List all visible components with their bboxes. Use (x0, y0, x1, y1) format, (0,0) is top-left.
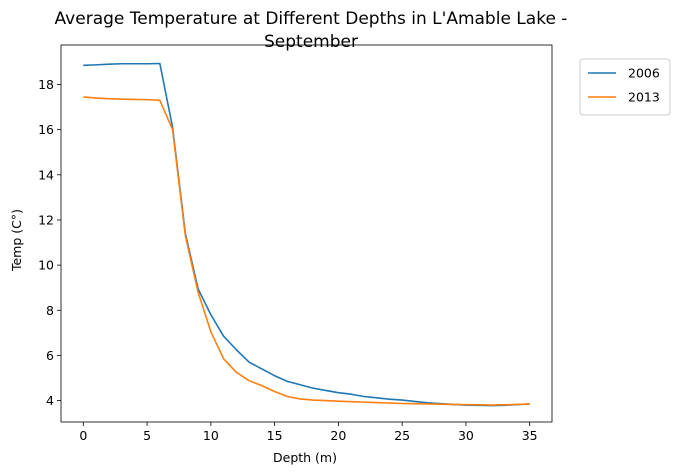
y-tick-label: 10 (38, 258, 54, 273)
x-tick-label: 25 (394, 428, 410, 443)
y-tick-label: 12 (38, 212, 54, 227)
legend-label-2013: 2013 (628, 90, 660, 105)
x-tick-label: 30 (458, 428, 474, 443)
chart-title-line-1: Average Temperature at Different Depths … (55, 9, 568, 29)
y-tick-label: 4 (46, 393, 54, 408)
y-tick-label: 18 (38, 77, 54, 92)
legend: 2006 2013 (579, 58, 671, 116)
y-axis: 4 6 8 10 12 14 16 18 (38, 77, 61, 408)
y-tick-label: 6 (46, 348, 54, 363)
x-axis-label: Depth (m) (273, 450, 337, 465)
x-axis: 0 5 10 15 20 25 30 35 (79, 422, 538, 443)
chart-title-line-2: September (264, 32, 358, 52)
y-tick-label: 8 (46, 303, 54, 318)
y-tick-label: 14 (38, 167, 54, 182)
plot-area (60, 44, 553, 423)
x-tick-label: 0 (79, 428, 87, 443)
x-tick-label: 15 (267, 428, 283, 443)
series-line-2006 (83, 62, 530, 407)
legend-label-2006: 2006 (628, 66, 660, 81)
y-tick-label: 16 (38, 122, 54, 137)
y-axis-label: Temp (C°) (9, 209, 24, 272)
x-tick-label: 5 (143, 428, 151, 443)
x-tick-label: 35 (522, 428, 538, 443)
series-line-2013 (83, 96, 530, 406)
plot-frame (60, 44, 553, 423)
x-tick-label: 10 (203, 428, 219, 443)
x-tick-label: 20 (330, 428, 346, 443)
